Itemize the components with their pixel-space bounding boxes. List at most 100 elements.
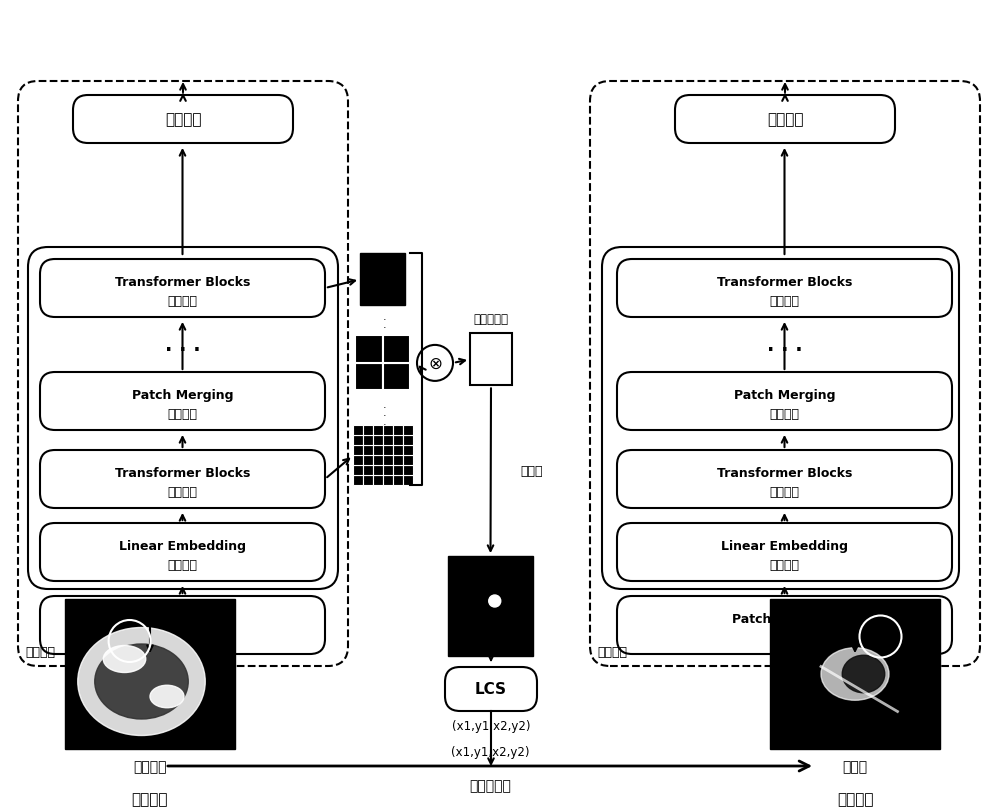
Text: 变换器块: 变换器块 <box>168 295 198 308</box>
Bar <box>353 426 363 436</box>
Text: LCS: LCS <box>475 682 507 697</box>
Bar <box>382 336 410 363</box>
Bar <box>393 466 403 476</box>
Bar <box>470 334 512 386</box>
Text: 变换器块: 变换器块 <box>770 486 800 499</box>
Bar <box>383 466 393 476</box>
Bar <box>403 466 413 476</box>
Bar <box>353 456 363 466</box>
Bar <box>373 456 383 466</box>
Bar <box>382 363 410 391</box>
Text: Attention map: Attention map <box>451 672 530 681</box>
Text: (x1,y1,x2,y2): (x1,y1,x2,y2) <box>451 745 529 758</box>
Bar <box>383 446 393 456</box>
Text: 原始图像: 原始图像 <box>133 759 167 773</box>
Text: 变换器块: 变换器块 <box>770 295 800 308</box>
Text: ·
·
·: · · · <box>383 402 387 429</box>
Text: Transformer Blocks: Transformer Blocks <box>115 275 250 288</box>
Text: 骨干网络: 骨干网络 <box>597 646 627 659</box>
Bar <box>353 466 363 476</box>
Bar <box>65 599 235 749</box>
Text: Linear Embedding: Linear Embedding <box>721 539 848 551</box>
Bar <box>363 466 373 476</box>
FancyBboxPatch shape <box>617 372 952 431</box>
Bar <box>353 446 363 456</box>
Bar <box>403 476 413 486</box>
Bar <box>363 446 373 456</box>
Bar <box>403 446 413 456</box>
Ellipse shape <box>95 644 188 719</box>
Bar <box>383 436 393 446</box>
FancyBboxPatch shape <box>617 260 952 318</box>
Bar <box>383 476 393 486</box>
Bar <box>353 436 363 446</box>
Ellipse shape <box>103 646 146 672</box>
Bar <box>393 476 403 486</box>
Bar <box>393 456 403 466</box>
Circle shape <box>489 595 501 607</box>
Bar <box>403 456 413 466</box>
FancyBboxPatch shape <box>40 450 325 508</box>
Bar <box>770 599 940 749</box>
Bar <box>373 476 383 486</box>
Text: 线性映射: 线性映射 <box>168 559 198 572</box>
Bar <box>373 426 383 436</box>
Text: 分块聚合: 分块聚合 <box>770 408 800 421</box>
Bar <box>403 426 413 436</box>
Text: 第一阶段: 第一阶段 <box>132 791 168 806</box>
Bar <box>353 476 363 486</box>
Bar <box>393 446 403 456</box>
Text: · · ·: · · · <box>165 341 200 360</box>
Text: 注意力掩膜: 注意力掩膜 <box>474 313 509 326</box>
FancyBboxPatch shape <box>617 523 952 581</box>
Text: 上采样: 上采样 <box>520 465 542 478</box>
Text: 骨干网络: 骨干网络 <box>25 646 55 659</box>
Text: Patch Merging: Patch Merging <box>132 388 233 401</box>
Bar <box>373 466 383 476</box>
Text: Transformer Blocks: Transformer Blocks <box>115 466 250 479</box>
Text: 分块划分: 分块划分 <box>168 632 198 645</box>
Ellipse shape <box>821 648 889 701</box>
Bar <box>373 446 383 456</box>
Ellipse shape <box>150 685 184 708</box>
Ellipse shape <box>842 655 885 693</box>
Text: 变换器块: 变换器块 <box>168 486 198 499</box>
Text: 全连接层: 全连接层 <box>165 113 201 127</box>
Bar <box>373 436 383 446</box>
Text: Transformer Blocks: Transformer Blocks <box>717 466 852 479</box>
FancyBboxPatch shape <box>617 450 952 508</box>
Text: 分块聚合: 分块聚合 <box>168 408 198 421</box>
Bar <box>360 254 405 306</box>
Text: Patch Partition: Patch Partition <box>130 611 235 624</box>
Text: · · ·: · · · <box>767 341 802 360</box>
Text: 第二阶段: 第二阶段 <box>837 791 873 806</box>
FancyBboxPatch shape <box>40 523 325 581</box>
Text: Transformer Blocks: Transformer Blocks <box>717 275 852 288</box>
Text: 分块划分: 分块划分 <box>770 632 800 645</box>
Text: 裁剪和缩放: 裁剪和缩放 <box>469 778 511 792</box>
Bar <box>393 426 403 436</box>
FancyBboxPatch shape <box>675 96 895 144</box>
Text: (x1,y1,x2,y2): (x1,y1,x2,y2) <box>452 719 530 732</box>
FancyBboxPatch shape <box>40 596 325 654</box>
Bar <box>383 456 393 466</box>
Bar <box>448 556 533 656</box>
FancyBboxPatch shape <box>40 372 325 431</box>
Text: Linear Embedding: Linear Embedding <box>119 539 246 551</box>
Bar <box>355 336 382 363</box>
Bar <box>393 436 403 446</box>
Text: 线性映射: 线性映射 <box>770 559 800 572</box>
FancyBboxPatch shape <box>73 96 293 144</box>
Ellipse shape <box>78 628 205 736</box>
Text: 局部图: 局部图 <box>842 759 868 773</box>
Bar <box>355 363 382 391</box>
Text: Patch Merging: Patch Merging <box>734 388 835 401</box>
FancyBboxPatch shape <box>445 667 537 711</box>
Text: ·
·
·: · · · <box>383 315 386 341</box>
Bar <box>363 426 373 436</box>
FancyBboxPatch shape <box>40 260 325 318</box>
Bar <box>383 426 393 436</box>
Bar <box>363 456 373 466</box>
Bar <box>363 476 373 486</box>
Text: 全连接层: 全连接层 <box>767 113 803 127</box>
